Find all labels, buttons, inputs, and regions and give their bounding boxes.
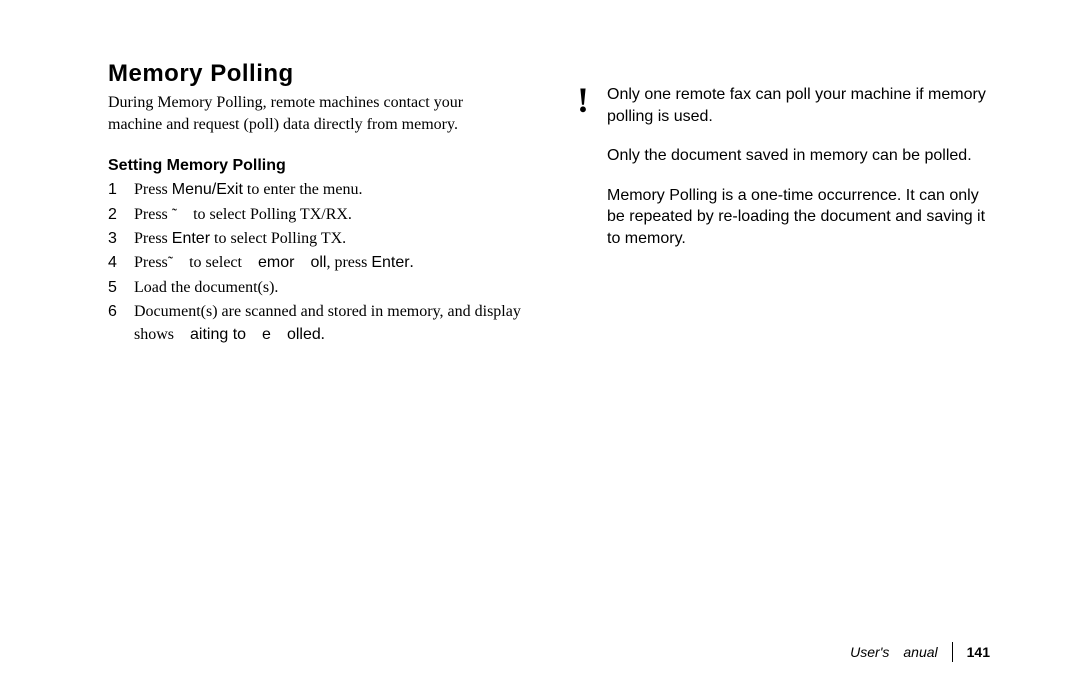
- step-item: 3Press Enter to select Polling TX.: [108, 228, 521, 250]
- subsection-heading: Setting Memory Polling: [108, 157, 521, 175]
- page-footer: User's anual 141: [850, 642, 990, 662]
- page-number: 141: [967, 644, 990, 660]
- page-content: Memory Polling During Memory Polling, re…: [0, 0, 1080, 388]
- step-number: 5: [108, 277, 134, 299]
- step-text: Press˜ to select emor oll, press Enter.: [134, 252, 521, 274]
- steps-list: 1Press Menu/Exit to enter the menu.2Pres…: [108, 179, 521, 346]
- exclamation-icon: !: [577, 84, 593, 116]
- step-number: 1: [108, 179, 134, 201]
- step-text: Press Enter to select Polling TX.: [134, 228, 521, 250]
- note-text-2: Only the document saved in memory can be…: [607, 145, 990, 167]
- step-number: 6: [108, 301, 134, 323]
- note-text-1: Only one remote fax can poll your machin…: [607, 84, 990, 127]
- step-text: Load the document(s).: [134, 277, 521, 299]
- intro-paragraph: During Memory Polling, remote machines c…: [108, 92, 521, 135]
- step-number: 3: [108, 228, 134, 250]
- footer-separator: [952, 642, 953, 662]
- step-text: Press ˜ to select Polling TX/RX.: [134, 204, 521, 226]
- section-heading: Memory Polling: [108, 60, 521, 88]
- step-item: 1Press Menu/Exit to enter the menu.: [108, 179, 521, 201]
- step-item: 5Load the document(s).: [108, 277, 521, 299]
- step-text: Document(s) are scanned and stored in me…: [134, 301, 521, 346]
- note-callout: ! Only one remote fax can poll your mach…: [577, 84, 990, 127]
- step-number: 4: [108, 252, 134, 274]
- right-column: ! Only one remote fax can poll your mach…: [577, 60, 990, 348]
- step-item: 4Press˜ to select emor oll, press Enter.: [108, 252, 521, 274]
- left-column: Memory Polling During Memory Polling, re…: [108, 60, 521, 348]
- step-number: 2: [108, 204, 134, 226]
- step-item: 2Press ˜ to select Polling TX/RX.: [108, 204, 521, 226]
- footer-label: User's anual: [850, 644, 938, 660]
- step-text: Press Menu/Exit to enter the menu.: [134, 179, 521, 201]
- note-text-3: Memory Polling is a one-time occurrence.…: [607, 185, 990, 250]
- step-item: 6Document(s) are scanned and stored in m…: [108, 301, 521, 346]
